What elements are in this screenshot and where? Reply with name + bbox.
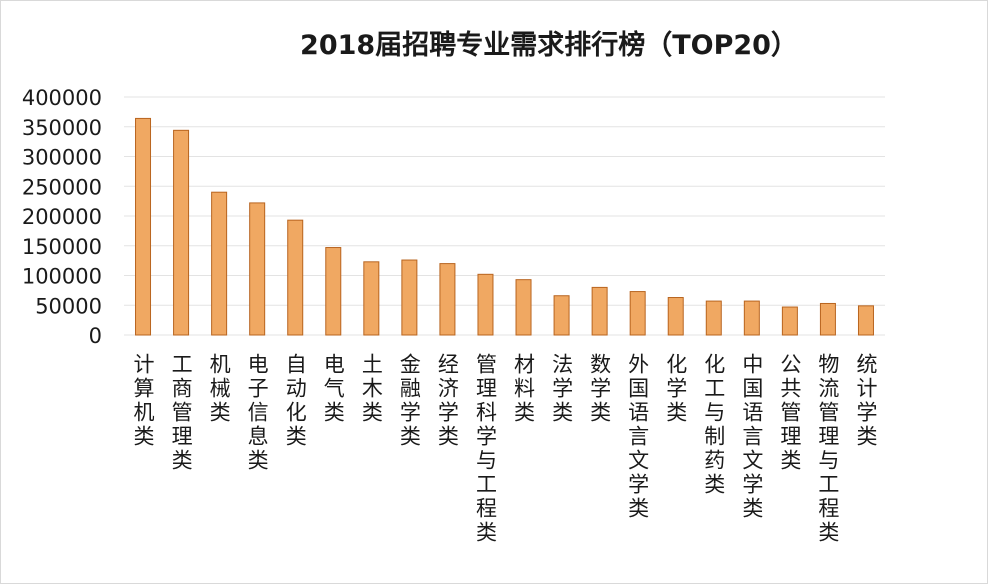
x-category-label: 机械类	[207, 353, 231, 425]
x-category-label: 化工与制药类	[702, 353, 726, 497]
x-category-label: 工商管理类	[169, 353, 193, 473]
x-axis-categories: 计算机类 工商管理类 机械类 电子信息类 自动化类 电气类 土木类 金融学类 经济学类 管理科学与…	[131, 353, 878, 545]
x-category-label: 电气类	[321, 353, 345, 425]
gridlines	[124, 96, 885, 336]
bar	[553, 295, 570, 336]
x-category-label: 经济学类	[435, 353, 459, 449]
bar	[667, 297, 684, 336]
bar	[325, 247, 342, 336]
bar	[211, 191, 228, 336]
x-category-label: 金融学类	[397, 353, 421, 449]
bar	[515, 279, 532, 336]
y-tick-label: 350000	[22, 116, 102, 140]
y-tick-label: 400000	[22, 86, 102, 110]
bar	[439, 263, 456, 336]
x-category-label: 管理科学与工程类	[473, 353, 497, 545]
x-category-label: 电子信息类	[245, 353, 269, 473]
x-category-label: 土木类	[359, 353, 383, 425]
bar	[743, 300, 760, 336]
bar	[591, 286, 608, 336]
bar	[287, 219, 304, 336]
bar	[173, 129, 190, 336]
y-axis-ticks: 0 50000 100000 150000 200000 250000 300000 3500…	[22, 86, 102, 348]
x-category-label: 法学类	[550, 353, 574, 425]
bars	[135, 117, 874, 336]
x-category-label: 统计学类	[854, 353, 878, 449]
y-tick-label: 50000	[35, 294, 102, 318]
x-category-label: 化学类	[664, 353, 688, 425]
x-category-label: 公共管理类	[778, 353, 802, 473]
y-tick-label: 0	[89, 324, 102, 348]
bar	[477, 273, 494, 336]
bar	[857, 305, 874, 336]
x-category-label: 材料类	[512, 353, 536, 425]
bar	[401, 259, 418, 336]
y-tick-label: 250000	[22, 175, 102, 199]
x-category-label: 数学类	[588, 353, 612, 425]
bar	[781, 306, 798, 336]
x-category-label: 中国语言文学类	[740, 353, 764, 521]
bar	[629, 291, 646, 336]
bar	[363, 261, 380, 336]
x-category-label: 外国语言文学类	[626, 353, 650, 521]
y-tick-label: 300000	[22, 146, 102, 170]
x-category-label: 自动化类	[283, 353, 307, 449]
y-tick-label: 150000	[22, 235, 102, 259]
x-category-label: 计算机类	[131, 353, 155, 449]
bar	[819, 302, 836, 336]
bar	[705, 300, 722, 336]
y-tick-label: 200000	[22, 205, 102, 229]
chart-title: 2018届招聘专业需求排行榜（TOP20）	[300, 29, 798, 61]
y-tick-label: 100000	[22, 265, 102, 289]
bar	[135, 117, 152, 336]
x-category-label: 物流管理与工程类	[816, 353, 840, 545]
bar	[249, 202, 266, 336]
